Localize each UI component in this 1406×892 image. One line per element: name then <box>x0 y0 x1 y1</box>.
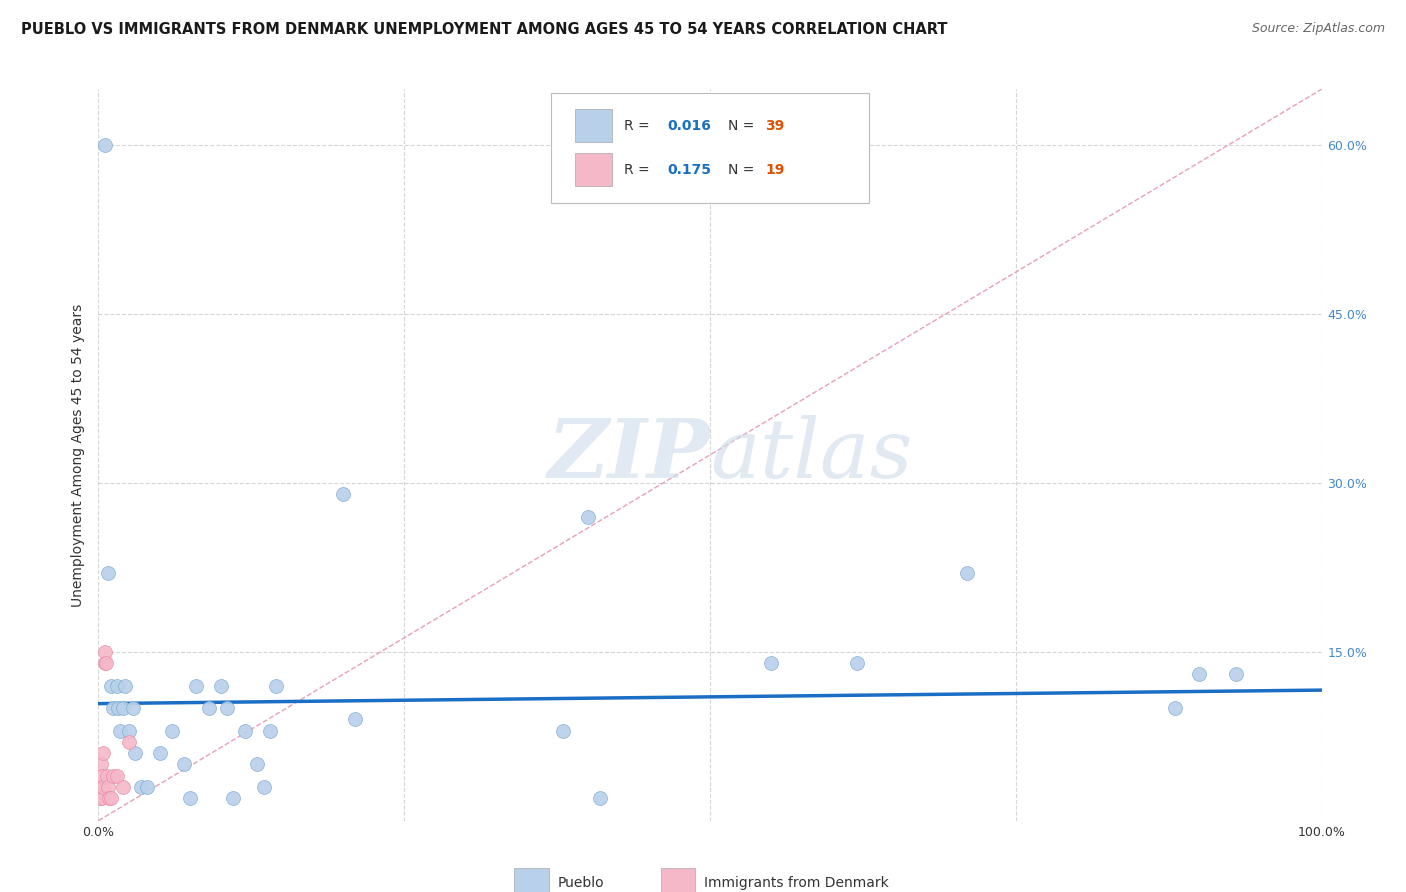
Point <box>96 769 118 783</box>
Point <box>956 566 979 580</box>
Point <box>246 757 269 772</box>
Text: Source: ZipAtlas.com: Source: ZipAtlas.com <box>1251 22 1385 36</box>
Point <box>101 701 124 715</box>
Point <box>344 712 367 726</box>
Point <box>118 735 141 749</box>
Point <box>1225 667 1247 681</box>
Text: ZIP: ZIP <box>547 415 710 495</box>
FancyBboxPatch shape <box>515 868 548 892</box>
Point <box>186 679 208 693</box>
Point <box>332 487 354 501</box>
Point <box>1164 701 1187 715</box>
Point <box>97 566 120 580</box>
Point <box>105 679 128 693</box>
Point <box>111 701 134 715</box>
Point <box>89 780 111 794</box>
Text: R =: R = <box>624 119 654 133</box>
Point <box>93 138 115 153</box>
Point <box>173 757 195 772</box>
Point <box>90 757 112 772</box>
Point <box>121 701 143 715</box>
Point <box>845 656 868 670</box>
Point <box>105 769 128 783</box>
Point <box>91 791 114 805</box>
Point <box>136 780 159 794</box>
FancyBboxPatch shape <box>551 93 869 202</box>
Point <box>100 791 122 805</box>
Point <box>576 509 599 524</box>
FancyBboxPatch shape <box>575 153 612 186</box>
Point <box>114 679 136 693</box>
Point <box>118 723 141 738</box>
Point <box>553 723 575 738</box>
Point <box>111 780 134 794</box>
Text: 0.175: 0.175 <box>668 162 711 177</box>
Point <box>107 701 129 715</box>
Point <box>97 780 120 794</box>
Point <box>129 780 152 794</box>
Text: Pueblo: Pueblo <box>557 876 603 890</box>
Text: R =: R = <box>624 162 654 177</box>
Point <box>160 723 183 738</box>
Point <box>259 723 281 738</box>
Point <box>1188 667 1211 681</box>
Text: Immigrants from Denmark: Immigrants from Denmark <box>704 876 889 890</box>
Point <box>252 780 274 794</box>
Point <box>91 769 114 783</box>
Point <box>94 656 117 670</box>
Text: atlas: atlas <box>710 415 912 495</box>
Point <box>179 791 201 805</box>
Point <box>90 780 112 794</box>
Point <box>110 723 132 738</box>
Point <box>761 656 783 670</box>
Point <box>98 791 121 805</box>
Point <box>589 791 612 805</box>
Text: PUEBLO VS IMMIGRANTS FROM DENMARK UNEMPLOYMENT AMONG AGES 45 TO 54 YEARS CORRELA: PUEBLO VS IMMIGRANTS FROM DENMARK UNEMPL… <box>21 22 948 37</box>
Point <box>100 679 122 693</box>
Point <box>233 723 256 738</box>
Point <box>91 746 114 760</box>
Point <box>215 701 238 715</box>
FancyBboxPatch shape <box>661 868 696 892</box>
Point <box>124 746 146 760</box>
Point <box>149 746 172 760</box>
Text: N =: N = <box>728 162 759 177</box>
Point <box>209 679 232 693</box>
Point <box>101 769 124 783</box>
Point <box>93 656 115 670</box>
Text: 0.016: 0.016 <box>668 119 711 133</box>
FancyBboxPatch shape <box>575 110 612 142</box>
Point <box>93 645 115 659</box>
Point <box>197 701 219 715</box>
Y-axis label: Unemployment Among Ages 45 to 54 years: Unemployment Among Ages 45 to 54 years <box>72 303 86 607</box>
Point <box>91 780 114 794</box>
Point <box>264 679 287 693</box>
Text: 19: 19 <box>765 162 785 177</box>
Text: N =: N = <box>728 119 759 133</box>
Point <box>222 791 245 805</box>
Point <box>89 791 111 805</box>
Text: 39: 39 <box>765 119 785 133</box>
